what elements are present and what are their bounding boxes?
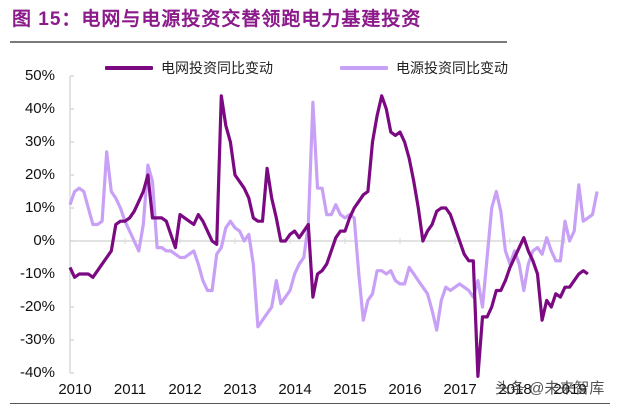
y-tick-label: -20% xyxy=(19,298,55,315)
power-investment-line xyxy=(68,100,599,332)
y-tick-label: 0% xyxy=(33,232,55,249)
watermark: 头条 @未来智库 xyxy=(495,380,605,397)
legend: 电网投资同比变动 电源投资同比变动 xyxy=(0,58,619,78)
legend-item-power: 电源投资同比变动 xyxy=(340,58,508,78)
x-tick-label: 2017 xyxy=(443,381,477,398)
x-tick-marks xyxy=(124,238,566,244)
x-tick-label: 2014 xyxy=(278,381,312,398)
legend-swatch-grid xyxy=(105,66,153,70)
y-tick-marks xyxy=(70,75,74,374)
y-tick-label: -40% xyxy=(19,364,55,381)
x-tick-label: 2018 xyxy=(498,381,532,398)
y-tick-label: -10% xyxy=(19,265,55,282)
bottom-divider xyxy=(10,403,610,404)
y-tick-label: 20% xyxy=(24,166,55,183)
x-tick-label: 2012 xyxy=(168,381,202,398)
grid-investment-line xyxy=(68,94,589,378)
legend-item-grid: 电网投资同比变动 xyxy=(105,58,273,78)
title-divider xyxy=(10,41,507,43)
legend-label-grid: 电网投资同比变动 xyxy=(161,60,273,76)
y-tick-label: 30% xyxy=(24,133,55,150)
y-tick-label: 10% xyxy=(24,199,55,216)
legend-swatch-power xyxy=(340,66,388,70)
y-tick-label: -30% xyxy=(19,331,55,348)
x-tick-label: 2015 xyxy=(333,381,367,398)
x-tick-label: 2011 xyxy=(113,381,147,398)
y-tick-label: 50% xyxy=(24,67,55,84)
x-tick-label: 2010 xyxy=(58,381,92,398)
y-tick-label: 40% xyxy=(24,100,55,117)
legend-label-power: 电源投资同比变动 xyxy=(396,60,508,76)
x-tick-label: 2016 xyxy=(388,381,422,398)
x-tick-label: 2019 xyxy=(553,381,587,398)
x-tick-label: 2013 xyxy=(223,381,257,398)
chart-title: 图 15：电网与电源投资交替领跑电力基建投资 xyxy=(12,9,422,30)
